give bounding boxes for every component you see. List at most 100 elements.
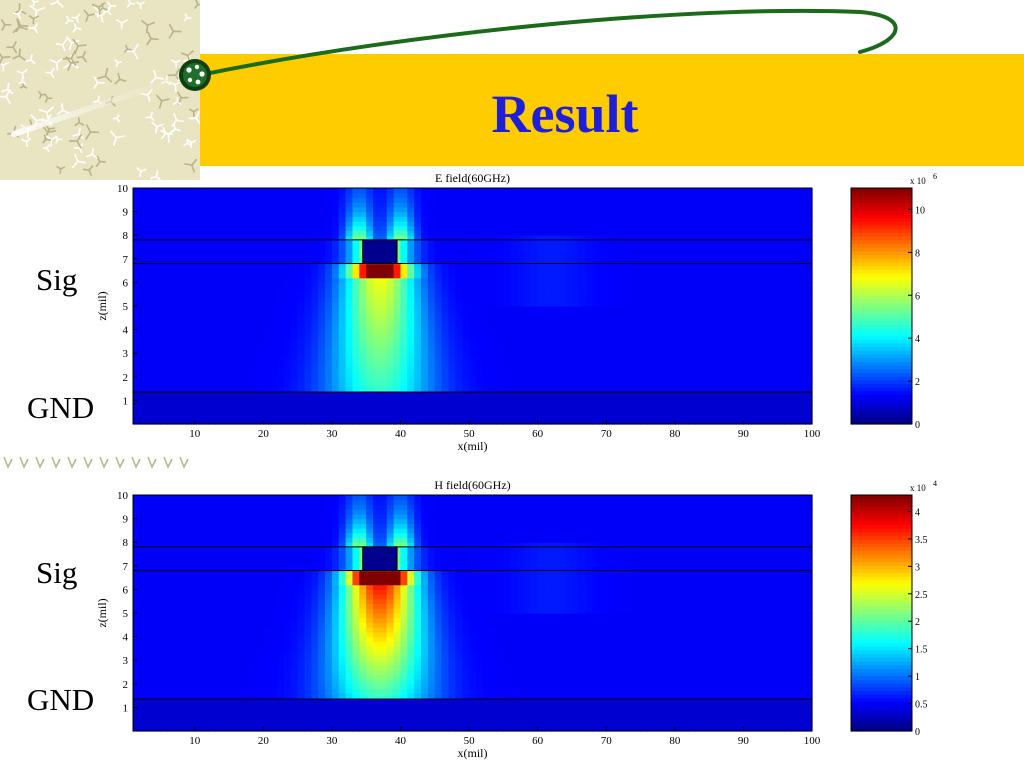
heatmap-cell bbox=[647, 353, 655, 359]
heatmap-cell bbox=[469, 192, 477, 199]
heatmap-cell bbox=[496, 376, 504, 383]
heatmap-cell bbox=[578, 381, 587, 387]
heatmap-cell bbox=[715, 225, 724, 232]
heatmap-cell bbox=[434, 235, 443, 241]
heatmap-cell bbox=[256, 324, 264, 331]
heatmap-cell bbox=[578, 291, 587, 298]
heatmap-cell bbox=[715, 310, 724, 317]
heatmap-cell bbox=[592, 381, 600, 387]
heatmap-cell bbox=[133, 339, 141, 345]
heatmap-cell bbox=[558, 405, 566, 411]
heatmap-cell bbox=[167, 230, 175, 236]
heatmap-cell bbox=[695, 216, 703, 222]
heatmap-cell bbox=[791, 381, 799, 387]
heatmap-cell bbox=[626, 192, 635, 199]
heatmap-cell bbox=[359, 419, 367, 425]
heatmap-cell bbox=[421, 211, 429, 217]
heatmap-cell bbox=[640, 268, 648, 274]
heatmap-cell bbox=[229, 362, 237, 368]
heatmap-cell bbox=[702, 197, 710, 203]
heatmap-cell bbox=[222, 400, 230, 406]
heatmap-cell bbox=[585, 381, 594, 387]
heatmap-cell bbox=[160, 296, 168, 302]
heatmap-cell bbox=[222, 258, 230, 265]
heatmap-cell bbox=[585, 390, 594, 397]
heatmap-cell bbox=[640, 367, 648, 373]
heatmap-cell bbox=[558, 372, 566, 378]
heatmap-cell bbox=[592, 353, 600, 359]
heatmap-cell bbox=[277, 225, 285, 232]
heatmap-cell bbox=[153, 192, 162, 199]
heatmap-cell bbox=[729, 400, 738, 406]
heatmap-cell bbox=[551, 400, 559, 406]
heatmap-cell bbox=[194, 409, 203, 416]
heatmap-cell bbox=[139, 357, 148, 364]
heatmap-cell bbox=[633, 268, 642, 274]
heatmap-cell bbox=[791, 206, 799, 213]
pattern-glyph bbox=[69, 133, 83, 149]
heatmap-cell bbox=[256, 386, 264, 392]
heatmap-cell bbox=[331, 372, 340, 378]
heatmap-cell bbox=[578, 225, 587, 232]
heatmap-cell bbox=[537, 310, 546, 317]
heatmap-cell bbox=[379, 400, 388, 406]
heatmap-cell bbox=[722, 395, 731, 401]
heatmap-cell bbox=[242, 206, 251, 213]
heatmap-cell bbox=[482, 272, 491, 279]
heatmap-cell bbox=[297, 390, 306, 397]
heatmap-cell bbox=[455, 400, 463, 406]
heatmap-cell bbox=[448, 419, 456, 425]
heatmap-cell bbox=[743, 372, 751, 378]
heatmap-cell bbox=[421, 287, 429, 293]
heatmap-cell bbox=[537, 225, 546, 232]
heatmap-cell bbox=[757, 235, 765, 241]
heatmap-cell bbox=[201, 386, 210, 392]
heatmap-cell bbox=[613, 291, 621, 298]
heatmap-cell bbox=[331, 225, 340, 232]
heatmap-cell bbox=[208, 343, 216, 350]
heatmap-cell bbox=[757, 221, 765, 227]
heatmap-cell bbox=[249, 282, 258, 288]
heatmap-cell bbox=[263, 258, 271, 265]
heatmap-cell bbox=[750, 211, 758, 217]
heatmap-cell bbox=[400, 390, 408, 397]
heatmap-cell bbox=[681, 405, 690, 411]
heatmap-cell bbox=[256, 357, 264, 364]
heatmap-cell bbox=[510, 357, 518, 364]
heatmap-cell bbox=[626, 263, 635, 269]
heatmap-cell bbox=[215, 192, 223, 199]
heatmap-cell bbox=[386, 268, 395, 274]
heatmap-cell bbox=[565, 206, 573, 213]
heatmap-cell bbox=[475, 287, 484, 293]
heatmap-cell bbox=[427, 268, 436, 274]
heatmap-cell bbox=[352, 343, 360, 350]
heatmap-cell bbox=[654, 386, 662, 392]
heatmap-cell bbox=[331, 390, 340, 397]
heatmap-cell bbox=[633, 324, 642, 331]
heatmap-cell bbox=[146, 216, 155, 222]
heatmap-cell bbox=[448, 405, 456, 411]
heatmap-cell bbox=[331, 239, 340, 246]
heatmap-cell bbox=[187, 188, 196, 194]
heatmap-cell bbox=[722, 296, 731, 302]
heatmap-cell bbox=[770, 287, 779, 293]
heatmap-cell bbox=[469, 277, 477, 283]
heatmap-cell bbox=[709, 225, 717, 232]
heatmap-cell bbox=[503, 362, 511, 368]
heatmap-cell bbox=[359, 287, 367, 293]
heatmap-cell bbox=[187, 357, 196, 364]
heatmap-cell bbox=[551, 268, 559, 274]
heatmap-cell bbox=[249, 306, 258, 312]
heatmap-cell bbox=[784, 277, 793, 283]
heatmap-cell bbox=[777, 277, 786, 283]
heatmap-cell bbox=[421, 221, 429, 227]
heatmap-cell bbox=[256, 400, 264, 406]
heatmap-cell bbox=[201, 320, 210, 326]
heatmap-cell bbox=[304, 372, 312, 378]
heatmap-cell bbox=[688, 230, 697, 236]
heatmap-cell bbox=[160, 386, 168, 392]
heatmap-cell bbox=[695, 197, 703, 203]
pattern-glyph bbox=[146, 31, 159, 46]
heatmap-cell bbox=[345, 296, 354, 302]
pattern-glyph bbox=[29, 23, 39, 34]
